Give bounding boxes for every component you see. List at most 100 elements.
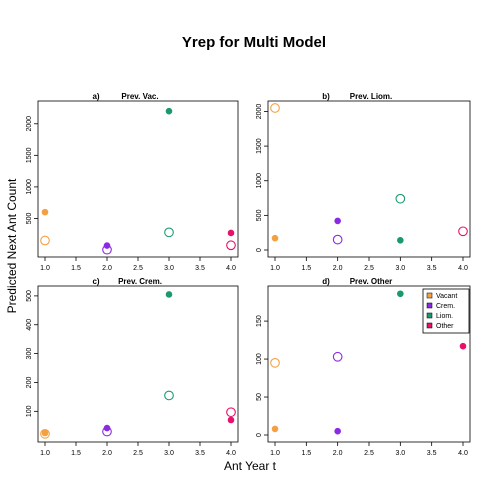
y-tick-label: 200 (26, 377, 33, 389)
y-tick-label: 1500 (256, 138, 263, 154)
y-axis-label: Predicted Next Ant Count (5, 178, 19, 313)
data-point-liom-filled (165, 291, 173, 298)
y-tick-label: 1000 (26, 179, 33, 195)
y-tick-label: 100 (26, 405, 33, 417)
x-tick-label: 3.0 (395, 450, 405, 457)
x-tick-label: 3.0 (164, 450, 174, 457)
data-point-vacant-filled (41, 429, 49, 437)
y-tick-label: 1500 (26, 147, 33, 163)
y-tick-label: 500 (26, 213, 33, 225)
x-tick-label: 1.5 (301, 265, 311, 272)
legend-swatch (426, 322, 433, 329)
panel-label: b) (322, 92, 330, 101)
data-point-other-open (226, 240, 236, 251)
y-tick-label: 0 (256, 433, 263, 437)
x-tick-label: 4.0 (458, 450, 468, 457)
x-tick-label: 3.5 (195, 265, 205, 272)
panel-title: Prev. Vac. (121, 92, 158, 101)
legend-swatch (426, 312, 433, 319)
data-point-crem-open (332, 351, 343, 362)
panels: a) Prev. Vac.1.0 1.5 2.0 2.5 3.0 3.5 4.05001000… (26, 92, 471, 457)
data-point-crem-open (102, 244, 112, 255)
data-point-other-filled (459, 342, 467, 350)
x-tick-label: 1.0 (270, 450, 280, 457)
y-tick-label: 300 (26, 348, 33, 360)
plot-frame (37, 285, 239, 443)
y-tick-label: 100 (256, 353, 263, 365)
data-point-liom-filled (165, 107, 173, 115)
data-point-liom-open (395, 193, 406, 204)
y-tick-label: 500 (256, 209, 263, 221)
data-point-liom-filled (397, 237, 404, 244)
panel-title: Prev. Crem. (118, 277, 162, 286)
x-tick-label: 2.0 (333, 450, 343, 457)
plot-frame (37, 100, 239, 258)
data-point-vacant-filled (271, 234, 279, 242)
x-tick-label: 2.5 (364, 450, 374, 457)
x-tick-label: 3.5 (427, 450, 437, 457)
x-tick-label: 2.5 (133, 265, 143, 272)
data-point-vacant-open (270, 358, 280, 368)
x-tick-label: 3.5 (427, 265, 437, 272)
y-tick-label: 500 (26, 290, 33, 302)
legend-swatch (426, 302, 433, 309)
data-point-liom-open (164, 227, 174, 238)
panel-2: b) Prev. Liom. 1.0 1.5 2.0 2.5 3.0 3.5 4.0 0 500 10… (256, 92, 471, 272)
x-tick-label: 3.0 (395, 265, 405, 272)
x-tick-label: 4.0 (226, 265, 236, 272)
panel-label: a) (92, 92, 99, 101)
panel-title: Prev. Liom. (350, 92, 393, 101)
panel-label: d) (322, 277, 330, 286)
data-point-other-filled (227, 416, 235, 424)
y-tick-label: 150 (256, 315, 263, 327)
x-tick-label: 1.5 (71, 450, 81, 457)
figure-title: Yrep for Multi Model (182, 34, 326, 51)
data-point-crem-open (102, 426, 112, 437)
data-point-vacant-filled (41, 208, 49, 216)
data-point-vacant-filled (271, 425, 279, 433)
legend-label: Other (436, 323, 454, 330)
data-point-liom-open (164, 390, 174, 401)
y-tick-label: 400 (26, 319, 33, 331)
y-tick-label: 1000 (256, 173, 263, 189)
x-tick-label: 2.5 (364, 265, 374, 272)
y-tick-label: 2000 (256, 104, 263, 120)
x-tick-label: 1.0 (270, 265, 280, 272)
y-tick-label: 50 (256, 393, 263, 401)
panel-1: a) Prev. Vac. 1.0 1.5 2.0 2.5 3.0 3.5 4.0 500 1000… (26, 92, 239, 272)
panel-3: c) Prev. Crem. 1.0 1.5 2.0 2.5 3.0 3.5 4.0 100 200… (26, 277, 239, 457)
data-point-crem-filled (334, 427, 341, 435)
legend-label: Crem. (436, 303, 455, 310)
x-tick-label: 4.0 (458, 265, 468, 272)
x-tick-label: 3.0 (164, 265, 174, 272)
legend-swatch (426, 292, 433, 299)
y-tick-label: 2000 (26, 116, 33, 132)
data-point-other-filled (227, 229, 235, 237)
x-tick-label: 2.5 (133, 450, 143, 457)
data-point-crem-filled (334, 217, 341, 225)
data-point-other-open (226, 407, 236, 418)
x-tick-label: 3.5 (195, 450, 205, 457)
x-tick-label: 1.0 (40, 265, 50, 272)
panel-title: Prev. Other (350, 277, 393, 286)
x-axis-label: Ant Year t (224, 459, 277, 473)
plot-frame (267, 100, 471, 258)
legend-label: Liom. (436, 313, 453, 320)
x-tick-label: 2.0 (102, 265, 112, 272)
x-tick-label: 2.0 (102, 450, 112, 457)
data-point-vacant-open (40, 428, 50, 439)
x-tick-label: 1.5 (71, 265, 81, 272)
legend-label: Vacant (436, 293, 457, 300)
x-tick-label: 2.0 (333, 265, 343, 272)
x-tick-label: 1.5 (301, 450, 311, 457)
panel-4: d) Prev. Other 1.0 1.5 2.0 2.5 3.0 3.5 4.0 0 50 100… (256, 277, 471, 457)
x-tick-label: 1.0 (40, 450, 50, 457)
data-point-other-open (458, 226, 468, 237)
legend: Vacant Crem. Liom. Other (422, 288, 470, 334)
x-tick-label: 4.0 (226, 450, 236, 457)
data-point-vacant-open (40, 235, 50, 246)
data-point-vacant-open (270, 103, 280, 113)
data-point-crem-open (332, 234, 343, 245)
panel-label: c) (92, 277, 99, 286)
